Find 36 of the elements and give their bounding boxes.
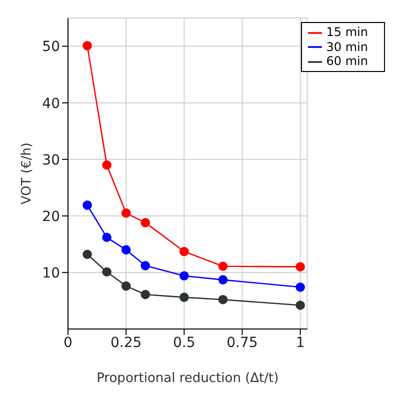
point: [296, 282, 305, 292]
x-tick-label: 0.75: [226, 334, 258, 351]
point: [121, 245, 131, 254]
point: [218, 275, 228, 284]
point: [102, 160, 112, 170]
point: [82, 41, 92, 50]
point: [218, 262, 228, 271]
point: [140, 218, 150, 228]
y-tick-label: 40: [42, 96, 60, 112]
point: [180, 271, 189, 280]
x-axis-title: Proportional reduction (Δt/t): [96, 371, 279, 386]
y-tick-label: 10: [42, 265, 60, 282]
legend-label: 30 min: [326, 40, 368, 54]
point: [121, 208, 131, 218]
point: [296, 300, 305, 310]
x-tick-label: 0.25: [110, 334, 142, 351]
y-tick-label: 30: [42, 152, 60, 168]
y-axis-title: VOT (€/h): [20, 142, 35, 205]
point: [296, 262, 305, 272]
point: [121, 281, 131, 291]
point: [82, 200, 92, 210]
legend-label: 60 min: [326, 54, 368, 68]
point: [82, 250, 92, 260]
y-tick-label: 20: [42, 208, 60, 225]
x-tick-label: 0.5: [173, 334, 196, 351]
x-tick-label: 0: [64, 334, 72, 351]
point: [102, 267, 112, 277]
point: [218, 294, 228, 304]
point: [140, 290, 150, 300]
point: [140, 261, 150, 270]
y-tick-label: 50: [42, 39, 60, 56]
x-tick-label: 1: [296, 334, 305, 351]
point: [102, 232, 112, 242]
point: [180, 292, 189, 302]
point: [180, 246, 189, 256]
legend-label: 15 min: [326, 25, 368, 39]
